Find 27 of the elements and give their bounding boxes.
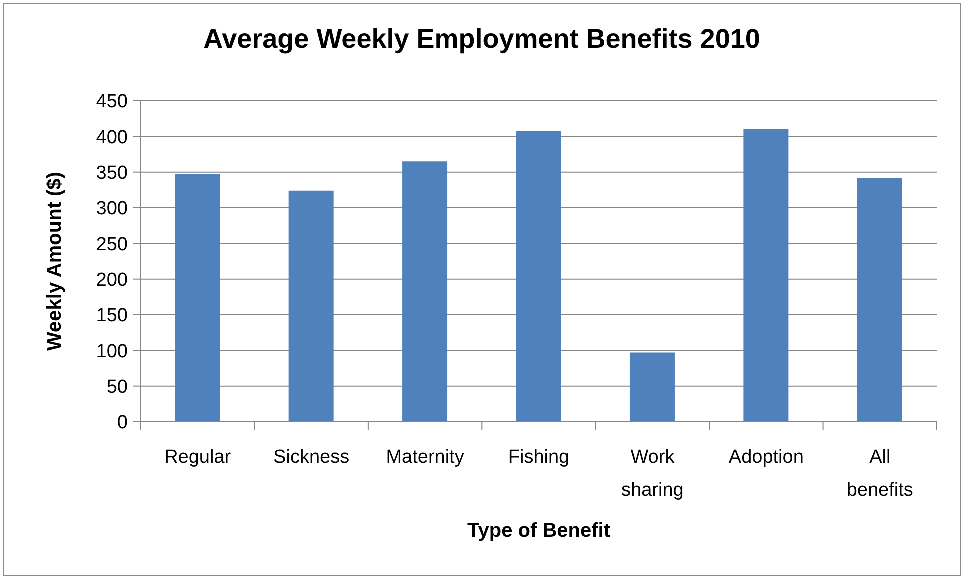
x-axis-title: Type of Benefit: [468, 520, 611, 542]
y-tick-label: 100: [96, 341, 128, 362]
x-tick-label: Work sharing: [622, 447, 684, 501]
y-axis-title: Weekly Amount ($): [44, 172, 66, 351]
bar: [516, 130, 562, 422]
x-tick-label: All benefits: [846, 447, 914, 501]
bar: [857, 178, 902, 422]
bar: [744, 130, 789, 422]
y-tick-label: 450: [96, 92, 128, 113]
y-tick-label: 350: [96, 163, 128, 184]
y-tick-label: 250: [96, 234, 128, 256]
bar: [175, 174, 220, 422]
bar: [630, 352, 675, 422]
y-tick-label: 50: [106, 377, 128, 398]
y-tick-label: 0: [117, 412, 128, 434]
x-tick-label: Maternity: [386, 447, 465, 468]
x-tick-label: Sickness: [274, 447, 350, 468]
x-tick-label: Regular: [164, 447, 232, 468]
chart-title: Average Weekly Employment Benefits 2010: [202, 24, 762, 55]
bar: [402, 162, 448, 422]
x-tick-label: Fishing: [508, 447, 570, 468]
x-tick-label: Adoption: [728, 447, 804, 468]
y-tick-label: 200: [96, 270, 128, 292]
y-tick-label: 400: [96, 127, 128, 148]
bar: [288, 190, 334, 422]
y-tick-label: 300: [96, 198, 128, 220]
y-tick-label: 150: [96, 306, 128, 327]
